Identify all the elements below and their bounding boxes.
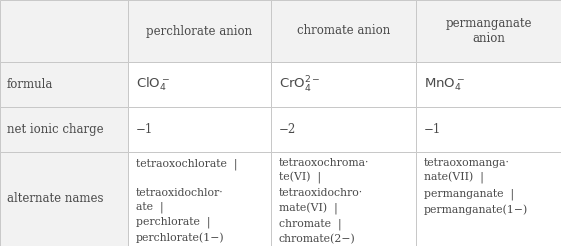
Text: formula: formula <box>7 78 53 91</box>
Bar <box>416 107 561 152</box>
Bar <box>128 0 271 62</box>
Text: tetraoxomanga·
nate(VII)  |
permanganate  |
permanganate(1−): tetraoxomanga· nate(VII) | permanganate … <box>424 158 528 215</box>
Bar <box>0 152 128 246</box>
Text: net ionic charge: net ionic charge <box>7 123 104 136</box>
Bar <box>416 62 561 107</box>
Text: chromate anion: chromate anion <box>297 25 390 37</box>
Text: permanganate
anion: permanganate anion <box>445 17 532 45</box>
Bar <box>416 0 561 62</box>
Bar <box>271 107 416 152</box>
Text: perchlorate anion: perchlorate anion <box>146 25 252 37</box>
Bar <box>0 0 128 62</box>
Text: −2: −2 <box>279 123 296 136</box>
Bar <box>416 152 561 246</box>
Bar <box>128 107 271 152</box>
Bar <box>128 62 271 107</box>
Text: $\mathregular{MnO_4^-}$: $\mathregular{MnO_4^-}$ <box>424 76 465 93</box>
Text: tetraoxochlorate  |

tetraoxidochlor·
ate  |
perchlorate  |
perchlorate(1−): tetraoxochlorate | tetraoxidochlor· ate … <box>136 158 237 243</box>
Bar <box>0 107 128 152</box>
Bar <box>271 152 416 246</box>
Text: tetraoxochroma·
te(VI)  |
tetraoxidochro·
mate(VI)  |
chromate  |
chromate(2−): tetraoxochroma· te(VI) | tetraoxidochro·… <box>279 158 369 245</box>
Text: −1: −1 <box>136 123 153 136</box>
Text: alternate names: alternate names <box>7 193 103 205</box>
Text: −1: −1 <box>424 123 442 136</box>
Bar <box>271 62 416 107</box>
Text: $\mathregular{CrO_4^{2-}}$: $\mathregular{CrO_4^{2-}}$ <box>279 75 321 94</box>
Text: $\mathregular{ClO_4^-}$: $\mathregular{ClO_4^-}$ <box>136 76 170 93</box>
Bar <box>271 0 416 62</box>
Bar <box>0 62 128 107</box>
Bar <box>128 152 271 246</box>
